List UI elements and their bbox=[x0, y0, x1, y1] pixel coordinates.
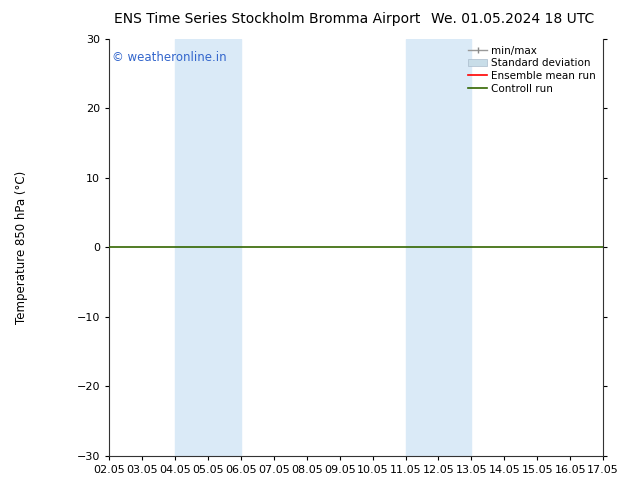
Y-axis label: Temperature 850 hPa (°C): Temperature 850 hPa (°C) bbox=[15, 171, 28, 324]
Text: © weatheronline.in: © weatheronline.in bbox=[112, 51, 226, 64]
Bar bbox=[175, 39, 241, 456]
Legend: min/max, Standard deviation, Ensemble mean run, Controll run: min/max, Standard deviation, Ensemble me… bbox=[466, 44, 598, 96]
Bar bbox=[406, 39, 472, 456]
Text: ENS Time Series Stockholm Bromma Airport: ENS Time Series Stockholm Bromma Airport bbox=[114, 12, 420, 26]
Text: We. 01.05.2024 18 UTC: We. 01.05.2024 18 UTC bbox=[431, 12, 594, 26]
